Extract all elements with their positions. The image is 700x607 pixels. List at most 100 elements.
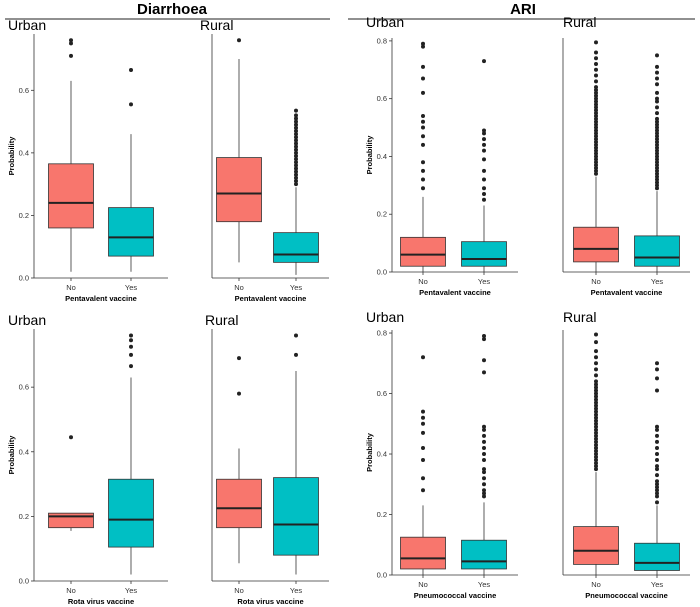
- box-no: No: [400, 41, 446, 286]
- outlier-point: [594, 137, 598, 142]
- y-tick-label: 0.4: [377, 450, 387, 459]
- outlier-point: [594, 418, 598, 423]
- outlier-point: [421, 119, 425, 124]
- outlier-point: [655, 488, 659, 493]
- outlier-point: [594, 445, 598, 450]
- outlier-point: [421, 430, 425, 435]
- outlier-point: [482, 482, 486, 487]
- outlier-point: [482, 148, 486, 153]
- outlier-point: [294, 175, 298, 180]
- outlier-point: [594, 168, 598, 173]
- iqr-box: [400, 236, 446, 267]
- box-yes: Yes: [634, 361, 680, 589]
- x-tick-label: No: [418, 277, 428, 286]
- outlier-point: [594, 160, 598, 165]
- outlier-point: [421, 90, 425, 95]
- outlier-point: [655, 145, 659, 150]
- y-tick-label: 0.0: [19, 274, 29, 283]
- outlier-point: [482, 131, 486, 136]
- outlier-point: [482, 157, 486, 162]
- outlier-point: [294, 333, 298, 338]
- outlier-point: [594, 367, 598, 372]
- outlier-point: [594, 421, 598, 426]
- outlier-point: [655, 458, 659, 463]
- x-tick-label: No: [591, 580, 601, 589]
- outlier-point: [655, 142, 659, 147]
- outlier-point: [294, 160, 298, 165]
- outlier-point: [655, 494, 659, 499]
- outlier-point: [421, 44, 425, 49]
- box-yes: Yes: [634, 53, 680, 286]
- outlier-point: [594, 73, 598, 78]
- iqr-box: [273, 477, 319, 556]
- outlier-point: [482, 424, 486, 429]
- outlier-point: [594, 157, 598, 162]
- outlier-point: [69, 435, 73, 440]
- outlier-point: [594, 427, 598, 432]
- outlier-point: [594, 119, 598, 124]
- x-tick-label: Yes: [478, 277, 490, 286]
- outlier-point: [594, 452, 598, 457]
- outlier-point: [655, 53, 659, 58]
- outlier-point: [594, 40, 598, 45]
- outlier-point: [655, 367, 659, 372]
- outlier-point: [482, 358, 486, 363]
- y-tick-label: 0.4: [19, 148, 29, 157]
- y-tick-label: 0.8: [377, 36, 387, 45]
- outlier-point: [421, 125, 425, 130]
- y-axis-title: Probability: [7, 136, 16, 176]
- boxplot-panel: Rural Pentavalent vaccine No Yes: [562, 14, 690, 297]
- outlier-point: [482, 467, 486, 472]
- outlier-point: [482, 370, 486, 375]
- outlier-point: [655, 485, 659, 490]
- x-tick-label: Yes: [125, 283, 137, 292]
- outlier-point: [294, 182, 298, 187]
- outlier-point: [655, 119, 659, 124]
- outlier-point: [655, 168, 659, 173]
- y-tick-label: 0.8: [377, 329, 387, 338]
- y-tick-label: 0.4: [377, 152, 387, 161]
- outlier-point: [655, 473, 659, 478]
- box-no: No: [216, 356, 262, 595]
- outlier-point: [655, 82, 659, 87]
- outlier-point: [482, 494, 486, 499]
- boxplot-panel: Urban 0.0 0.2 0.4 0.6 Probability Rota virus v…: [7, 312, 168, 606]
- outlier-point: [655, 137, 659, 142]
- outlier-point: [482, 197, 486, 202]
- outlier-point: [594, 467, 598, 472]
- outlier-point: [655, 491, 659, 496]
- outlier-point: [594, 409, 598, 414]
- outlier-point: [594, 461, 598, 466]
- outlier-point: [655, 482, 659, 487]
- outlier-point: [655, 388, 659, 393]
- outlier-point: [594, 448, 598, 453]
- iqr-box: [461, 241, 507, 267]
- panel-title: Rural: [200, 17, 233, 33]
- outlier-point: [594, 361, 598, 366]
- outlier-point: [594, 388, 598, 393]
- outlier-point: [482, 427, 486, 432]
- boxplot-panel: Rural Rota virus vaccine No Yes: [205, 312, 329, 606]
- outlier-point: [594, 379, 598, 384]
- x-tick-label: Yes: [125, 586, 137, 595]
- x-axis-title: Rota virus vaccine: [68, 597, 134, 606]
- outlier-point: [594, 430, 598, 435]
- outlier-point: [294, 144, 298, 149]
- panel-title: Urban: [8, 312, 46, 328]
- outlier-point: [655, 433, 659, 438]
- outlier-point: [482, 433, 486, 438]
- outlier-point: [294, 141, 298, 146]
- y-tick-label: 0.0: [19, 577, 29, 586]
- x-tick-label: Yes: [290, 283, 302, 292]
- outlier-point: [594, 464, 598, 469]
- outlier-point: [482, 177, 486, 182]
- outlier-point: [594, 166, 598, 170]
- panel-title: Urban: [366, 14, 404, 30]
- outlier-point: [655, 177, 659, 182]
- outlier-point: [482, 186, 486, 191]
- iqr-box: [634, 542, 680, 571]
- outlier-point: [421, 421, 425, 426]
- outlier-point: [482, 476, 486, 481]
- outlier-point: [594, 433, 598, 438]
- outlier-point: [655, 157, 659, 162]
